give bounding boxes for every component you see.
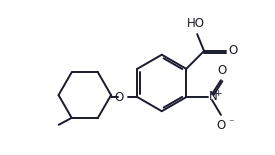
Text: O: O: [217, 64, 227, 77]
Text: +: +: [214, 89, 222, 98]
Text: N: N: [208, 90, 217, 103]
Text: HO: HO: [187, 17, 205, 30]
Text: O: O: [216, 119, 226, 132]
Text: O: O: [228, 44, 238, 57]
Text: O: O: [114, 91, 123, 104]
Text: ⁻: ⁻: [228, 119, 233, 129]
